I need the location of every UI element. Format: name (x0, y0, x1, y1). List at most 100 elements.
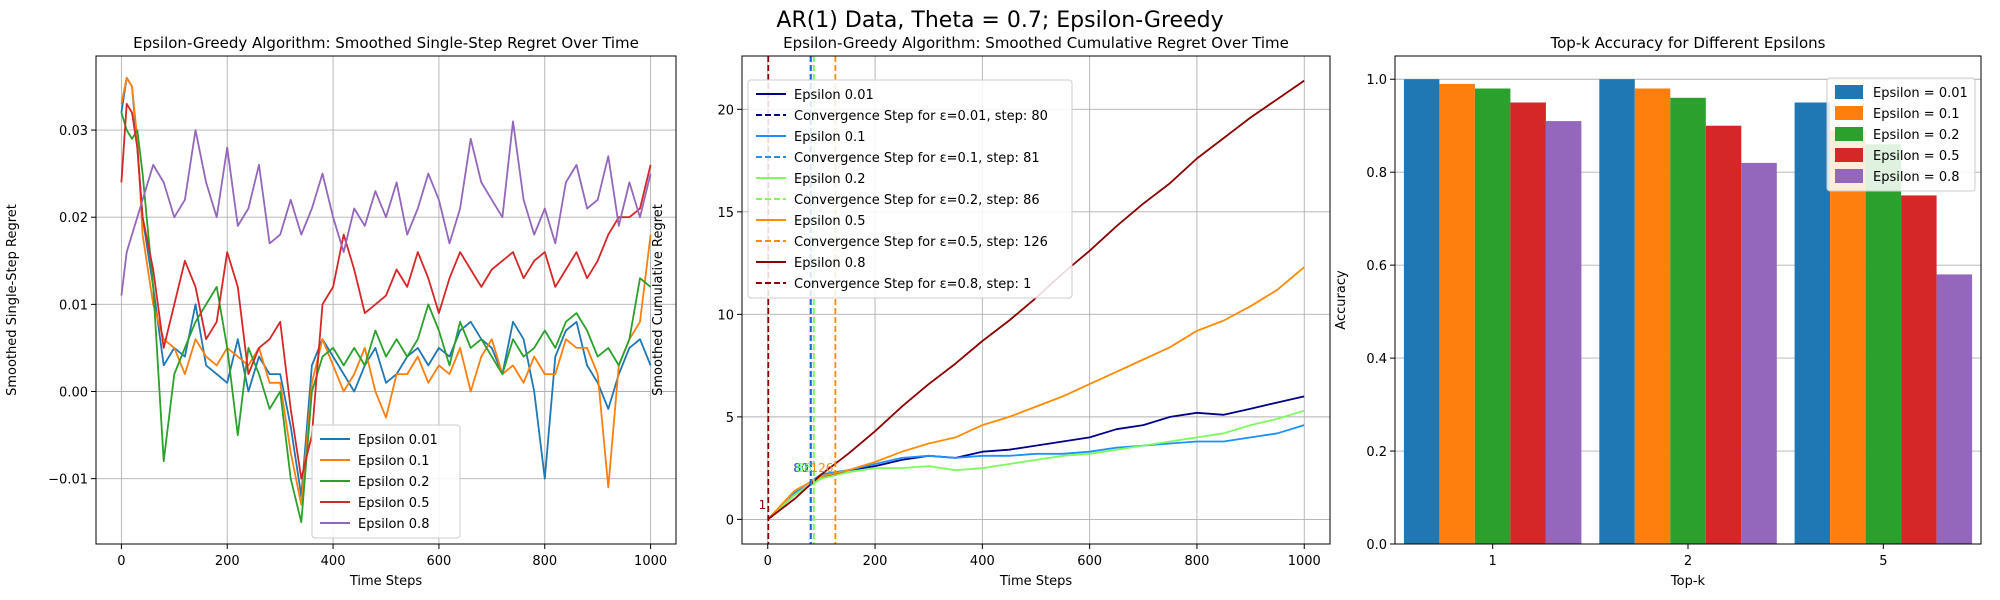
series-line (767, 266, 1305, 521)
legend-label: Epsilon = 0.1 (1873, 107, 1960, 122)
axes-frame (95, 55, 677, 545)
convergence-label: 80 (793, 461, 808, 475)
bar (1545, 121, 1582, 544)
bar (1865, 144, 1902, 545)
ytick-label: 1.0 (1366, 73, 1387, 88)
xtick-label: 1 (1489, 554, 1497, 569)
xtick-label: 5 (1879, 554, 1887, 569)
ytick-label: 0.02 (59, 211, 88, 226)
xtick-label: 1000 (1288, 554, 1321, 569)
legend-label: Convergence Step for ε=0.2, step: 86 (794, 193, 1040, 208)
xtick-label: 200 (215, 554, 240, 569)
legend-label: Convergence Step for ε=0.01, step: 80 (794, 109, 1048, 124)
bar (1403, 79, 1440, 544)
bar (1936, 274, 1973, 544)
ytick-label: 0.0 (1366, 538, 1387, 553)
bar (1830, 130, 1866, 544)
legend-label: Epsilon 0.5 (794, 214, 865, 229)
xtick-label: 0 (764, 554, 772, 569)
chart-title: Top-k Accuracy for Different Epsilons (1550, 34, 1826, 52)
legend-label: Epsilon = 0.5 (1873, 149, 1960, 164)
series-line (120, 120, 652, 296)
ytick-label: 0.2 (1366, 445, 1387, 460)
bar (1741, 162, 1777, 544)
legend-label: Convergence Step for ε=0.5, step: 126 (794, 235, 1048, 250)
convergence-label: 86 (797, 461, 812, 475)
xtick-label: 800 (532, 554, 557, 569)
legend-label: Epsilon 0.5 (358, 496, 429, 511)
legend-label: Epsilon 0.2 (358, 475, 429, 490)
xtick-label: 400 (321, 554, 346, 569)
series-line (767, 409, 1305, 521)
convergence-label: 1 (759, 498, 767, 512)
legend-swatch (1835, 127, 1863, 141)
legend-swatch (1835, 169, 1863, 183)
bar (1474, 88, 1511, 544)
legend-label: Epsilon 0.2 (794, 172, 865, 187)
ytick-label: 0.01 (59, 298, 88, 313)
ytick-label: 0.03 (59, 124, 88, 139)
series-line (120, 76, 652, 497)
legend-label: Epsilon = 0.8 (1873, 170, 1960, 185)
legend-box (1826, 77, 1976, 192)
figure-title: AR(1) Data, Theta = 0.7; Epsilon-Greedy (776, 8, 1224, 33)
x-axis-label: Time Steps (349, 574, 423, 589)
axes-frame (741, 55, 1331, 545)
bar (1794, 102, 1831, 544)
bar (1705, 125, 1742, 544)
chart-title: Epsilon-Greedy Algorithm: Smoothed Cumul… (783, 34, 1289, 52)
xtick-label: 2 (1684, 554, 1692, 569)
series-line (120, 112, 652, 524)
y-axis-label: Smoothed Cumulative Regret (651, 204, 666, 396)
legend-swatch (1835, 148, 1863, 162)
ytick-label: 0.00 (59, 386, 88, 401)
legend-box (311, 424, 461, 539)
xtick-label: 800 (1185, 554, 1210, 569)
chart-topk-accuracy: 0.0 0.2 0.4 0.6 0.8 1.0 1 2 5 Top-k Accuracy for … (1334, 34, 1982, 589)
bar (1901, 195, 1937, 544)
convergence-label: 126 (810, 461, 833, 475)
ytick-label: 15 (717, 206, 734, 221)
legend-label: Epsilon 0.1 (358, 454, 429, 469)
xtick-label: 600 (427, 554, 452, 569)
legend-label: Epsilon 0.01 (358, 433, 438, 448)
legend-box (747, 79, 1073, 299)
ytick-label: 0.4 (1366, 352, 1387, 367)
ytick-label: 0.8 (1366, 166, 1387, 181)
legend-swatch (1835, 85, 1863, 99)
bar (1510, 102, 1546, 544)
legend-label: Epsilon = 0.2 (1873, 128, 1960, 143)
x-axis-label: Time Steps (999, 574, 1073, 589)
ytick-label: 10 (717, 308, 734, 323)
xtick-label: 0 (117, 554, 125, 569)
convergence-label: 81 (794, 461, 809, 475)
ytick-label: 0 (726, 513, 734, 528)
legend-label: Epsilon 0.1 (794, 130, 865, 145)
xtick-label: 400 (970, 554, 995, 569)
bar (1599, 79, 1635, 544)
legend-label: Epsilon 0.8 (794, 256, 865, 271)
xtick-label: 1000 (634, 554, 667, 569)
xtick-label: 200 (863, 554, 888, 569)
legend-label: Epsilon = 0.01 (1873, 86, 1968, 101)
ytick-label: −0.01 (48, 473, 88, 488)
series-line (120, 103, 652, 480)
series-line (120, 76, 652, 506)
legend-label: Convergence Step for ε=0.8, step: 1 (794, 277, 1031, 292)
legend-swatch (1835, 106, 1863, 120)
ytick-label: 5 (726, 411, 734, 426)
legend-label: Epsilon 0.01 (794, 88, 874, 103)
bar (1634, 88, 1671, 544)
xtick-label: 600 (1077, 554, 1102, 569)
ytick-label: 20 (717, 103, 734, 118)
bar (1439, 83, 1475, 545)
series-line (767, 395, 1305, 521)
legend-label: Convergence Step for ε=0.1, step: 81 (794, 151, 1040, 166)
chart-title: Epsilon-Greedy Algorithm: Smoothed Singl… (133, 34, 639, 52)
ytick-label: 0.6 (1366, 259, 1387, 274)
legend-label: Epsilon 0.8 (358, 517, 429, 532)
x-axis-label: Top-k (1670, 574, 1706, 589)
